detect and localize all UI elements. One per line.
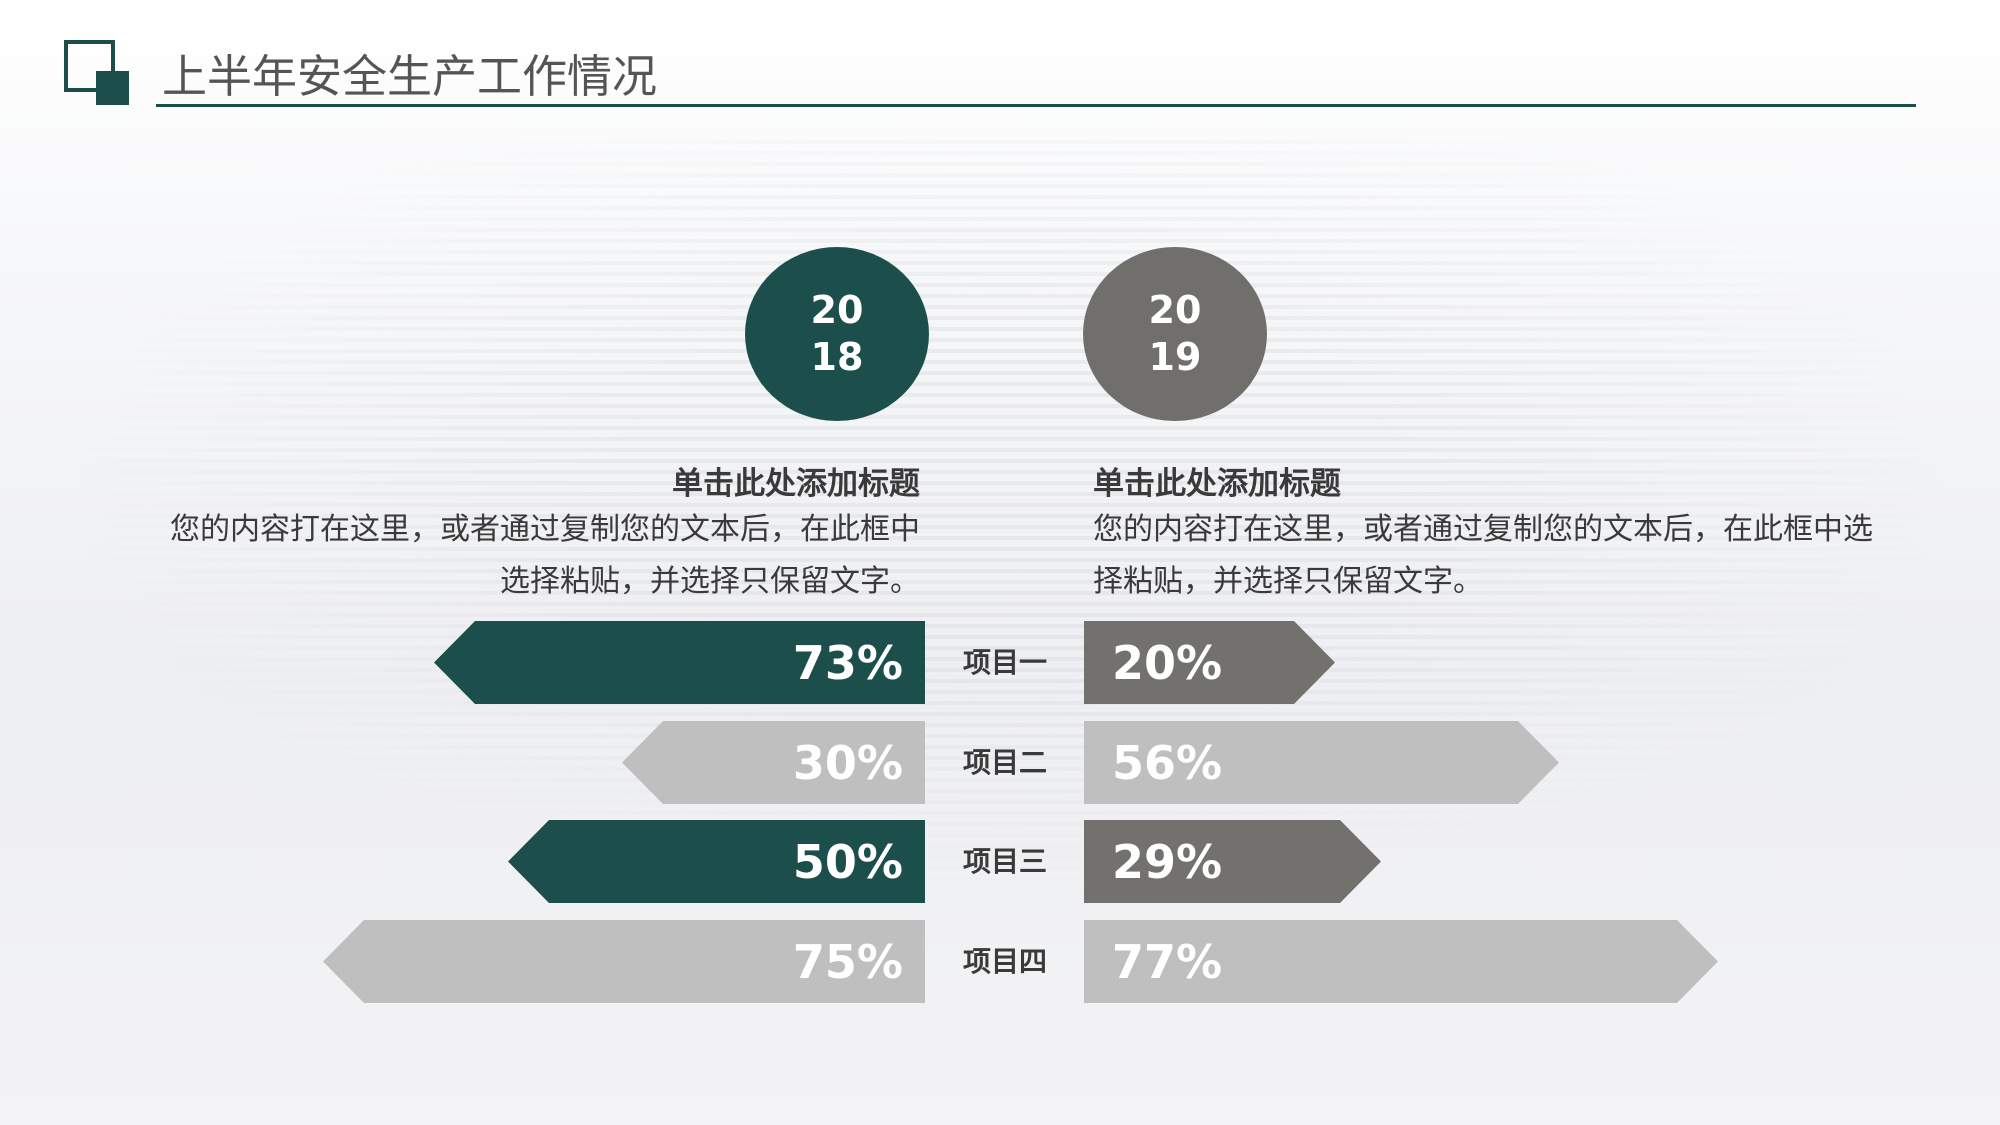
title-underline [156,104,1916,107]
right-bar-item-4: 77% [1084,920,1718,1003]
item-label-2: 项目二 [962,746,1047,779]
left-bar-item-1: 73% [434,621,925,704]
page-title: 上半年安全生产工作情况 [162,50,658,103]
item-label-4: 项目四 [962,945,1047,978]
year-badge-2019: 2019 [1083,247,1267,421]
left-bar-item-4: 75% [323,920,925,1003]
world-map-background [80,140,1940,900]
right-body-text: 您的内容打在这里，或者通过复制您的文本后，在此框中选择粘贴，并选择只保留文字。 [1093,512,1873,599]
item-label-3: 项目三 [962,845,1047,878]
year-text: 2018 [810,288,864,379]
right-bar-item-2: 56% [1084,721,1559,804]
title-logo-icon [64,40,115,92]
title-logo-square-icon [96,71,129,105]
left-bar-item-2: 30% [622,721,925,804]
right-bar-item-1: 20% [1084,621,1335,704]
item-label-1: 项目一 [962,646,1047,679]
right-bar-item-3: 29% [1084,820,1381,903]
year-text: 2019 [1148,288,1202,379]
year-badge-2018: 2018 [745,247,929,421]
right-heading: 单击此处添加标题 [1093,466,1341,502]
left-body-text: 您的内容打在这里，或者通过复制您的文本后，在此框中选择粘贴，并选择只保留文字。 [170,512,920,599]
left-heading: 单击此处添加标题 [672,466,920,502]
left-bar-item-3: 50% [508,820,925,903]
